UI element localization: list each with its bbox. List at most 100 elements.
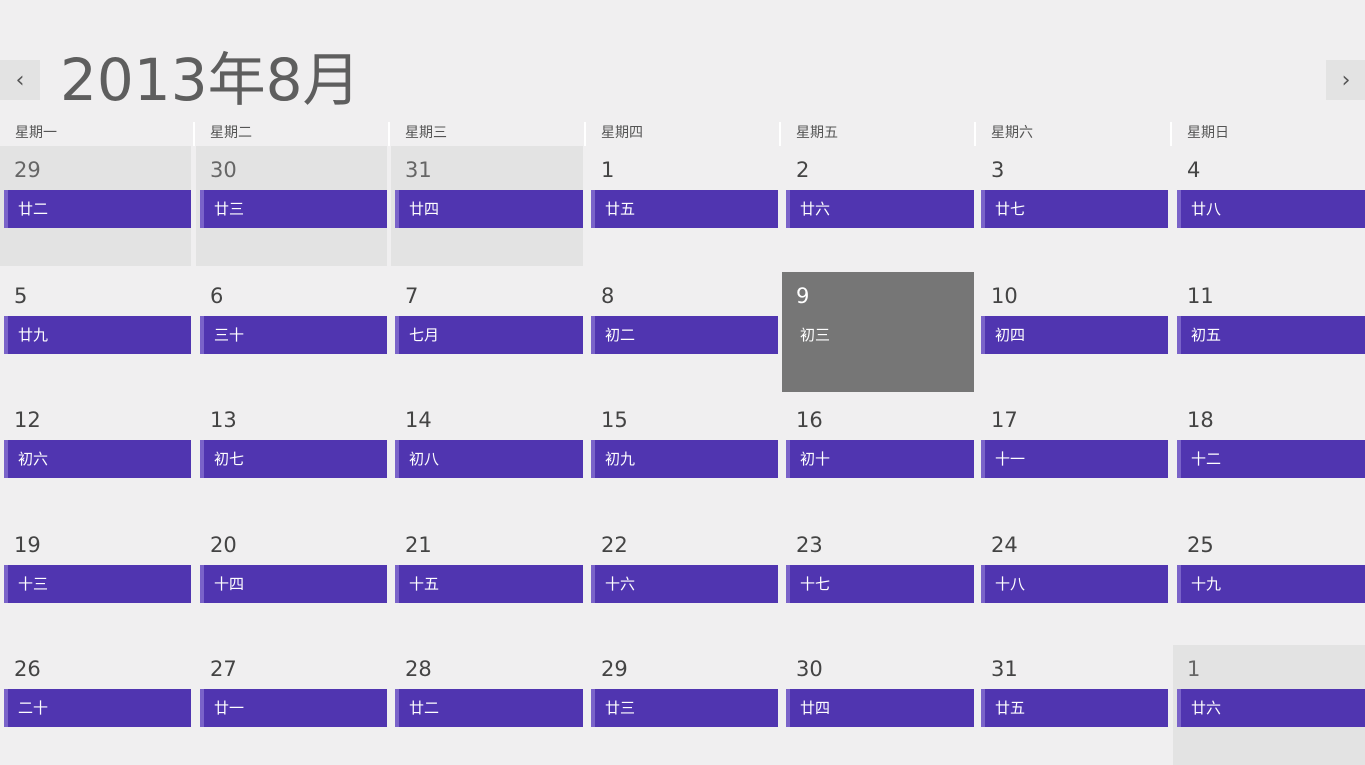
day-number: 17 <box>991 408 1018 432</box>
lunar-date-label: 二十 <box>4 689 191 727</box>
lunar-date-label: 初三 <box>786 316 974 354</box>
lunar-date-label: 十三 <box>4 565 191 603</box>
day-number: 22 <box>601 533 628 557</box>
day-number: 3 <box>991 158 1005 182</box>
day-number: 1 <box>1187 657 1201 681</box>
calendar-day[interactable]: 14 初八 <box>391 396 583 516</box>
calendar-day[interactable]: 20 十四 <box>196 521 387 641</box>
lunar-date-label: 初二 <box>591 316 778 354</box>
calendar-day[interactable]: 5 廿九 <box>0 272 191 392</box>
lunar-date-label: 廿二 <box>395 689 583 727</box>
calendar-day[interactable]: 12 初六 <box>0 396 191 516</box>
calendar-day[interactable]: 16 初十 <box>782 396 974 516</box>
day-number: 15 <box>601 408 628 432</box>
calendar-day[interactable]: 1 廿五 <box>587 146 778 266</box>
calendar-day[interactable]: 7 七月 <box>391 272 583 392</box>
day-number: 4 <box>1187 158 1201 182</box>
weekday-label: 星期三 <box>388 122 579 146</box>
weekday-label: 星期一 <box>15 125 57 141</box>
weekday-label: 星期日 <box>1170 122 1361 146</box>
next-month-button[interactable]: › <box>1326 60 1365 100</box>
day-number: 26 <box>14 657 41 681</box>
calendar-day[interactable]: 26 二十 <box>0 645 191 765</box>
lunar-date-label: 廿一 <box>200 689 387 727</box>
day-number: 16 <box>796 408 823 432</box>
lunar-date-label: 廿四 <box>395 190 583 228</box>
day-number: 5 <box>14 284 28 308</box>
calendar-day[interactable]: 31 廿四 <box>391 146 583 266</box>
calendar-day[interactable]: 30 廿四 <box>782 645 974 765</box>
day-number: 27 <box>210 657 237 681</box>
lunar-date-label: 初七 <box>200 440 387 478</box>
lunar-date-label: 七月 <box>395 316 583 354</box>
lunar-date-label: 廿二 <box>4 190 191 228</box>
calendar-day[interactable]: 1 廿六 <box>1173 645 1365 765</box>
calendar-day[interactable]: 15 初九 <box>587 396 778 516</box>
chevron-right-icon: › <box>1341 67 1351 93</box>
calendar-day[interactable]: 23 十七 <box>782 521 974 641</box>
calendar-day[interactable]: 13 初七 <box>196 396 387 516</box>
calendar-day[interactable]: 22 十六 <box>587 521 778 641</box>
calendar-day[interactable]: 18 十二 <box>1173 396 1365 516</box>
lunar-date-label: 初九 <box>591 440 778 478</box>
lunar-date-label: 廿四 <box>786 689 974 727</box>
lunar-date-label: 廿六 <box>1177 689 1365 727</box>
day-number: 30 <box>796 657 823 681</box>
calendar-day[interactable]: 30 廿三 <box>196 146 387 266</box>
calendar-day[interactable]: 31 廿五 <box>977 645 1168 765</box>
calendar-day[interactable]: 2 廿六 <box>782 146 974 266</box>
weekday-label: 星期五 <box>779 122 970 146</box>
weekday-header-row: 星期一 星期二 星期三 星期四 星期五 星期六 星期日 <box>0 122 1365 146</box>
lunar-date-label: 初六 <box>4 440 191 478</box>
weekday-label: 星期二 <box>193 122 384 146</box>
lunar-date-label: 十六 <box>591 565 778 603</box>
calendar-day[interactable]: 19 十三 <box>0 521 191 641</box>
weekday-label: 星期六 <box>974 122 1165 146</box>
calendar-day[interactable]: 10 初四 <box>977 272 1168 392</box>
calendar-day[interactable]: 8 初二 <box>587 272 778 392</box>
lunar-date-label: 廿三 <box>200 190 387 228</box>
day-number: 31 <box>991 657 1018 681</box>
calendar-day[interactable]: 4 廿八 <box>1173 146 1365 266</box>
calendar-day-today[interactable]: 9 初三 <box>782 272 974 392</box>
lunar-date-label: 十四 <box>200 565 387 603</box>
calendar-day[interactable]: 27 廿一 <box>196 645 387 765</box>
calendar-day[interactable]: 25 十九 <box>1173 521 1365 641</box>
lunar-date-label: 初四 <box>981 316 1168 354</box>
day-number: 11 <box>1187 284 1214 308</box>
weekday-label: 星期四 <box>584 122 775 146</box>
calendar-day[interactable]: 11 初五 <box>1173 272 1365 392</box>
calendar-day[interactable]: 28 廿二 <box>391 645 583 765</box>
calendar-day[interactable]: 29 廿三 <box>587 645 778 765</box>
day-number: 25 <box>1187 533 1214 557</box>
calendar-day[interactable]: 21 十五 <box>391 521 583 641</box>
lunar-date-label: 廿五 <box>591 190 778 228</box>
calendar-day[interactable]: 29 廿二 <box>0 146 191 266</box>
previous-month-button[interactable]: ‹ <box>0 60 40 100</box>
calendar-header: ‹ 2013年8月 › <box>0 0 1365 120</box>
day-number: 14 <box>405 408 432 432</box>
day-number: 18 <box>1187 408 1214 432</box>
lunar-date-label: 十七 <box>786 565 974 603</box>
day-number: 29 <box>601 657 628 681</box>
lunar-date-label: 三十 <box>200 316 387 354</box>
calendar-day[interactable]: 6 三十 <box>196 272 387 392</box>
day-number: 7 <box>405 284 419 308</box>
calendar-day[interactable]: 24 十八 <box>977 521 1168 641</box>
lunar-date-label: 廿九 <box>4 316 191 354</box>
calendar-day[interactable]: 17 十一 <box>977 396 1168 516</box>
day-number: 10 <box>991 284 1018 308</box>
lunar-date-label: 廿六 <box>786 190 974 228</box>
lunar-date-label: 十八 <box>981 565 1168 603</box>
lunar-date-label: 初五 <box>1177 316 1365 354</box>
lunar-date-label: 十五 <box>395 565 583 603</box>
lunar-date-label: 十二 <box>1177 440 1365 478</box>
calendar-day[interactable]: 3 廿七 <box>977 146 1168 266</box>
lunar-date-label: 十一 <box>981 440 1168 478</box>
lunar-date-label: 初十 <box>786 440 974 478</box>
lunar-date-label: 廿三 <box>591 689 778 727</box>
day-number: 24 <box>991 533 1018 557</box>
day-number: 23 <box>796 533 823 557</box>
lunar-date-label: 十九 <box>1177 565 1365 603</box>
chevron-left-icon: ‹ <box>15 67 25 93</box>
